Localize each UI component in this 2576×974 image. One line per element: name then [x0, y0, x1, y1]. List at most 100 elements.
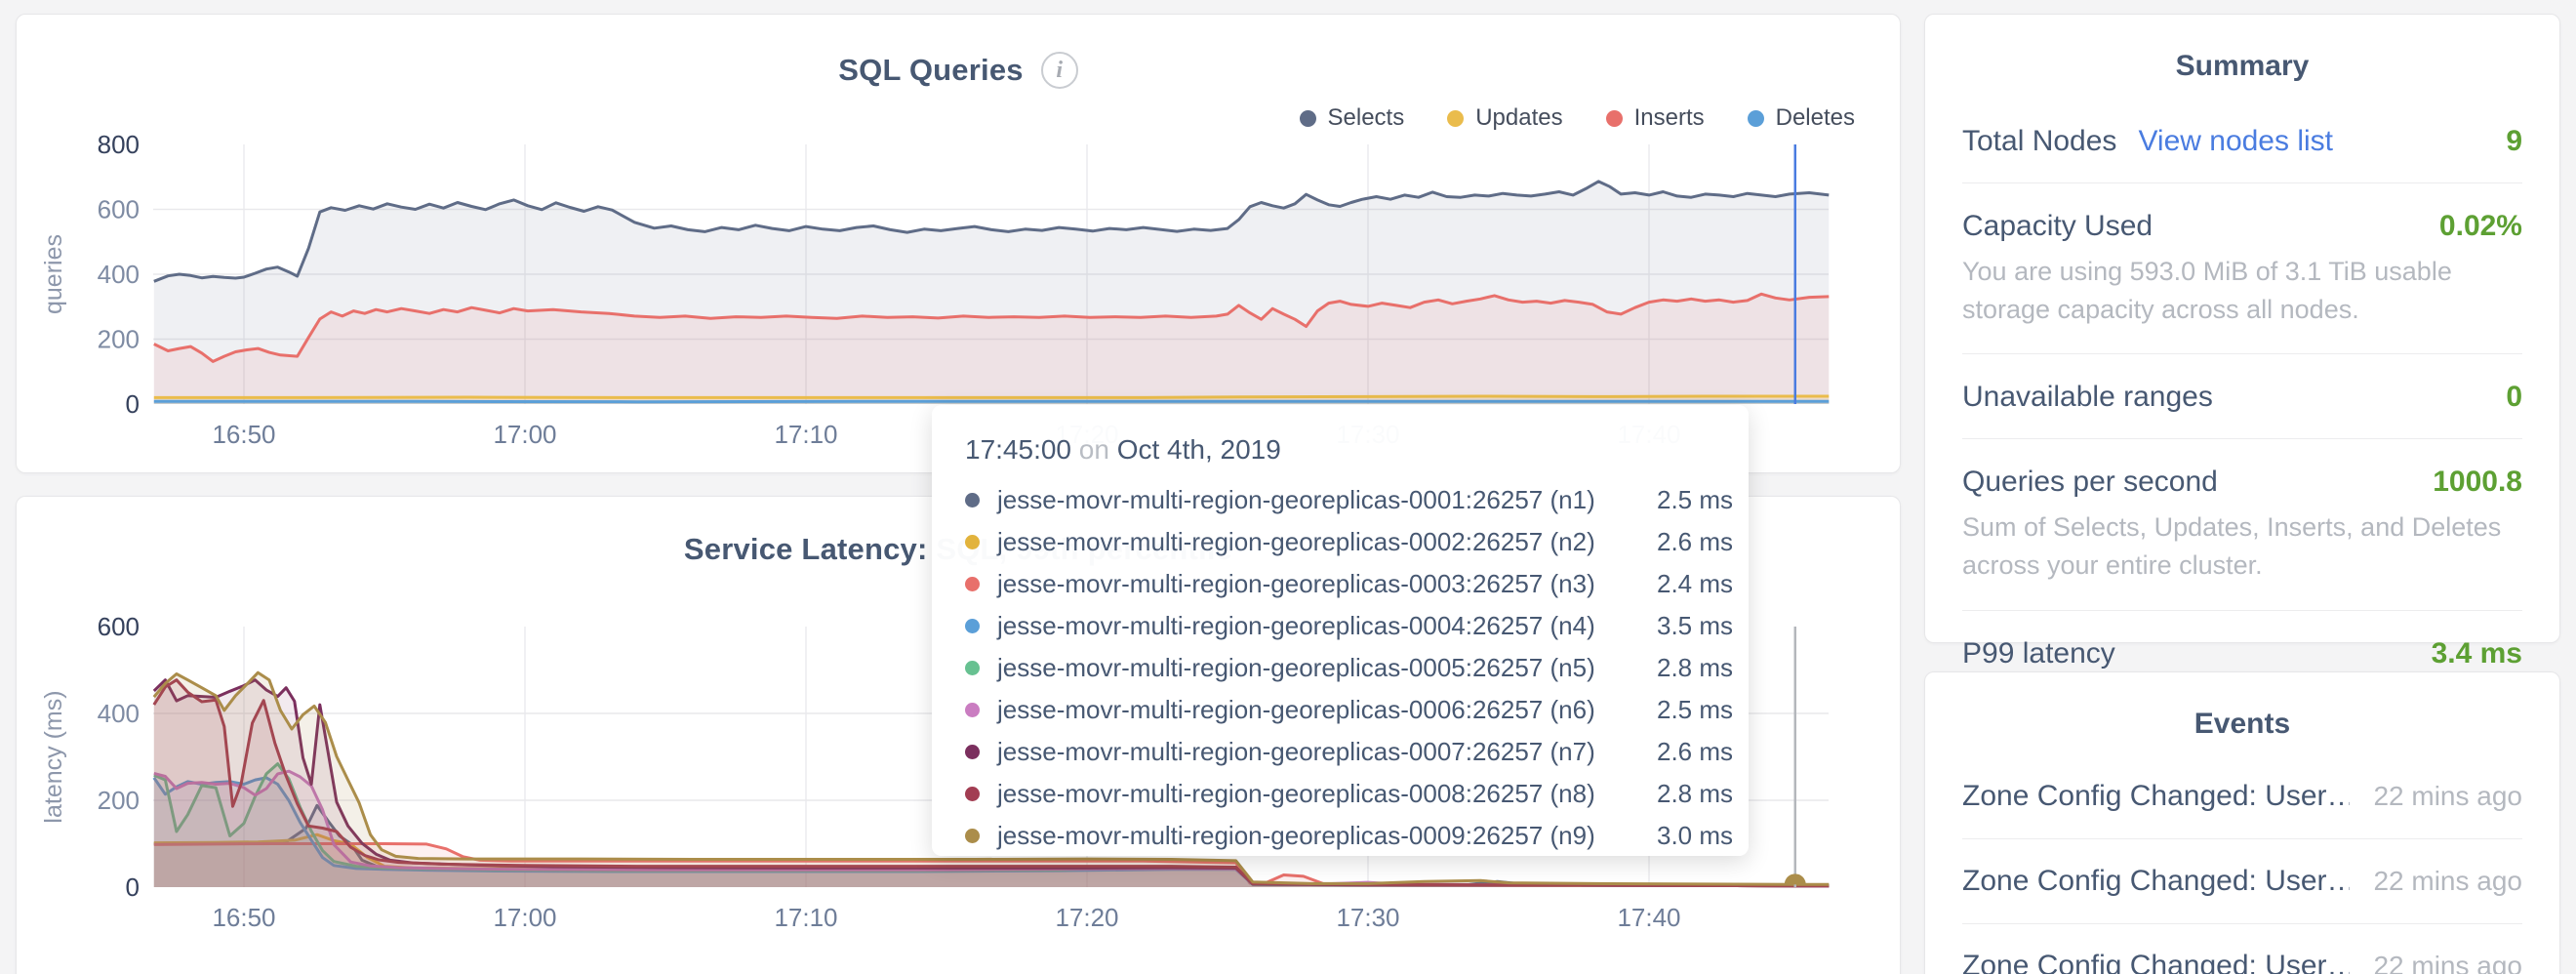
x-tick-label: 17:10	[774, 903, 837, 932]
node-name: jesse-movr-multi-region-georeplicas-0004…	[997, 611, 1595, 640]
node-latency-value: 2.4 ms	[1657, 569, 1734, 598]
node-name: jesse-movr-multi-region-georeplicas-0007…	[997, 737, 1595, 766]
event-title[interactable]: Zone Config Changed: User…	[1962, 865, 2351, 897]
x-tick-label: 17:10	[774, 420, 837, 449]
y-axis-title: queries	[40, 234, 67, 314]
service-latency-chart[interactable]: 600 400 200 0 16:50 17:00 17:10 17:20 17:30 17:40…	[17, 497, 1902, 974]
tooltip-row: jesse-movr-multi-region-georeplicas-0009…	[965, 815, 1733, 857]
node-color-dot	[965, 745, 980, 759]
legend-dot	[1747, 109, 1764, 127]
series-area-n2	[153, 834, 1830, 887]
events-panel: Events Zone Config Changed: User… 22 mins…	[1924, 671, 2560, 974]
tooltip-time: 17:45:00	[965, 434, 1071, 465]
node-color-dot	[965, 661, 980, 675]
y-tick-label: 400	[98, 260, 140, 289]
event-time: 22 mins ago	[2373, 781, 2522, 811]
summary-label: P99 latency	[1962, 636, 2115, 670]
legend-item-deletes: Deletes	[1747, 104, 1855, 132]
node-name: jesse-movr-multi-region-georeplicas-0008…	[997, 779, 1595, 808]
tooltip-row: jesse-movr-multi-region-georeplicas-0003…	[965, 563, 1733, 605]
event-time: 22 mins ago	[2373, 951, 2522, 974]
series-line-Selects	[153, 180, 1830, 283]
summary-body: Total Nodes View nodes list 9 Capacity Used…	[1925, 99, 2559, 695]
node-latency-value: 2.6 ms	[1657, 527, 1734, 556]
node-color-dot	[965, 577, 980, 591]
summary-title: Summary	[2175, 50, 2310, 82]
tooltip-row: jesse-movr-multi-region-georeplicas-0002…	[965, 521, 1733, 563]
legend-item-inserts: Inserts	[1605, 104, 1705, 132]
node-name: jesse-movr-multi-region-georeplicas-0001…	[997, 485, 1595, 514]
x-tick-label: 17:40	[1617, 903, 1680, 932]
legend-dot	[1605, 109, 1623, 127]
x-tick-label: 16:50	[212, 903, 275, 932]
node-name: jesse-movr-multi-region-georeplicas-0003…	[997, 569, 1595, 598]
tooltip-on-word: on	[1078, 434, 1109, 465]
summary-row: P99 latency 3.4 ms	[1962, 611, 2522, 695]
node-latency-value: 2.8 ms	[1657, 779, 1734, 808]
y-tick-label: 200	[98, 786, 140, 815]
summary-value: 3.4 ms	[2431, 636, 2522, 670]
x-tick-label: 17:00	[493, 420, 556, 449]
node-color-dot	[965, 535, 980, 549]
y-tick-label: 600	[98, 612, 140, 641]
series-area-n9	[153, 672, 1830, 887]
event-row: Zone Config Changed: User… 22 mins ago	[1962, 924, 2522, 974]
node-color-dot	[965, 703, 980, 717]
tooltip-row: jesse-movr-multi-region-georeplicas-0007…	[965, 731, 1733, 773]
legend-item-updates: Updates	[1447, 104, 1563, 132]
info-icon[interactable]: i	[1040, 52, 1078, 89]
event-title[interactable]: Zone Config Changed: User…	[1962, 950, 2351, 974]
series-line-n9	[152, 670, 1830, 886]
chart-legend: Selects Updates Inserts Deletes	[1299, 104, 1855, 132]
summary-label: Capacity Used	[1962, 210, 2153, 242]
event-row: Zone Config Changed: User… 22 mins ago	[1962, 754, 2522, 839]
series-line-n8	[152, 678, 1830, 888]
summary-value: 1000.8	[2433, 466, 2522, 499]
series-line-Inserts	[153, 292, 1830, 363]
node-color-dot	[965, 787, 980, 801]
y-tick-label: 0	[126, 389, 140, 419]
series-line-Updates	[153, 394, 1830, 399]
node-latency-value: 2.5 ms	[1657, 485, 1734, 514]
sql-queries-chart[interactable]: 800600400200016:5017:0017:1017:2017:3017…	[17, 15, 1902, 474]
node-color-dot	[965, 619, 980, 633]
node-color-dot	[965, 493, 980, 507]
series-area-n7	[153, 679, 1830, 887]
summary-label: Total Nodes	[1962, 125, 2117, 157]
summary-value: 9	[2506, 125, 2522, 157]
summary-row: Total Nodes View nodes list 9	[1962, 99, 2522, 183]
crosshair-dot	[1784, 873, 1806, 885]
sql-queries-card: SQL Queries i Selects Updates Inserts Delet…	[16, 14, 1901, 473]
tooltip-row: jesse-movr-multi-region-georeplicas-0004…	[965, 605, 1733, 647]
legend-label: Inserts	[1633, 104, 1705, 131]
series-area-n5	[153, 763, 1830, 887]
series-area-n4	[153, 777, 1830, 887]
summary-subtext: Sum of Selects, Updates, Inserts, and De…	[1962, 512, 2502, 581]
node-name: jesse-movr-multi-region-georeplicas-0002…	[997, 527, 1595, 556]
y-tick-label: 0	[126, 873, 140, 902]
event-title[interactable]: Zone Config Changed: User…	[1962, 780, 2351, 812]
x-tick-label: 17:20	[1055, 903, 1118, 932]
tooltip-header: 17:45:00 on Oct 4th, 2019	[965, 430, 1715, 469]
node-name: jesse-movr-multi-region-georeplicas-0009…	[997, 821, 1595, 850]
legend-label: Updates	[1475, 104, 1563, 131]
node-latency-value: 2.6 ms	[1657, 737, 1734, 766]
node-name: jesse-movr-multi-region-georeplicas-0006…	[997, 695, 1595, 724]
summary-label: Queries per second	[1962, 466, 2218, 499]
y-tick-label: 400	[98, 699, 140, 728]
node-latency-value: 2.5 ms	[1657, 695, 1734, 724]
tooltip-row: jesse-movr-multi-region-georeplicas-0005…	[965, 647, 1733, 689]
legend-item-selects: Selects	[1299, 104, 1404, 132]
summary-label: Unavailable ranges	[1962, 381, 2213, 414]
node-latency-value: 2.8 ms	[1657, 653, 1734, 682]
sql-queries-title: SQL Queries	[838, 53, 1024, 87]
node-latency-value: 3.5 ms	[1657, 611, 1734, 640]
series-area-n6	[153, 771, 1830, 887]
summary-value: 0	[2506, 381, 2522, 414]
y-axis-title: latency (ms)	[40, 690, 67, 823]
hover-tooltip: 17:45:00 on Oct 4th, 2019 jesse-movr-mul…	[932, 405, 1749, 856]
view-nodes-link[interactable]: View nodes list	[2138, 125, 2333, 157]
series-area-n8	[153, 679, 1830, 887]
y-tick-label: 800	[98, 130, 140, 159]
